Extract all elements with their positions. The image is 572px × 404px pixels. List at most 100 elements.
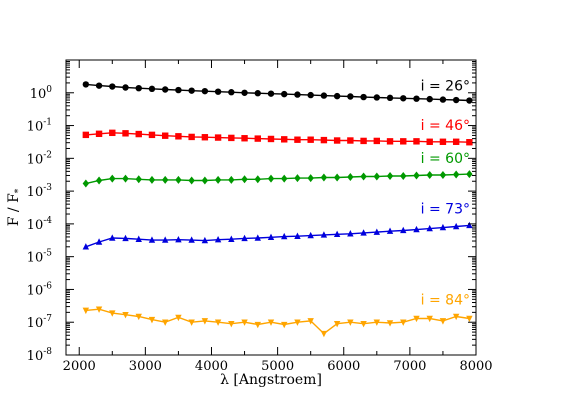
data-point [228, 89, 235, 96]
data-point [386, 138, 394, 145]
data-point [175, 314, 182, 322]
data-point [360, 172, 367, 181]
data-point [175, 175, 182, 184]
data-point [241, 135, 248, 142]
data-point [122, 234, 129, 242]
data-point [333, 230, 341, 238]
data-point [135, 130, 142, 138]
data-point [267, 135, 275, 143]
data-point [281, 321, 288, 329]
data-point [426, 171, 433, 180]
data-point [281, 232, 288, 240]
series-annotation: i = 73° [421, 201, 470, 217]
data-point [466, 315, 473, 323]
data-point [281, 174, 288, 183]
data-point [294, 136, 301, 143]
data-point [82, 243, 90, 250]
data-point [95, 238, 103, 245]
data-point [360, 137, 367, 145]
data-point [82, 179, 90, 188]
data-point [95, 82, 103, 89]
data-point [267, 90, 275, 97]
data-point [267, 319, 275, 326]
data-point [135, 175, 142, 184]
data-point [148, 316, 156, 324]
data-point [307, 318, 314, 325]
data-point [294, 174, 301, 183]
data-point [439, 96, 447, 103]
data-point [360, 321, 367, 328]
data-point [400, 95, 407, 102]
data-point [122, 174, 129, 183]
data-point [320, 173, 328, 182]
series-2 [82, 170, 473, 188]
data-point [439, 223, 447, 231]
data-point [161, 132, 169, 139]
data-point [426, 95, 433, 103]
data-point [413, 315, 420, 323]
x-tick-label: 7000 [393, 359, 426, 374]
data-point [373, 94, 381, 101]
data-point [214, 88, 222, 95]
data-point [109, 174, 116, 183]
data-point [201, 318, 209, 325]
data-point [413, 225, 420, 233]
data-point [161, 319, 169, 326]
data-point [201, 134, 209, 141]
x-tick-label: 3000 [129, 359, 162, 374]
data-point [175, 133, 182, 140]
series-1 [82, 129, 473, 146]
data-point [95, 176, 103, 185]
data-point [307, 91, 314, 99]
data-point [452, 138, 460, 145]
series-3 [82, 221, 473, 250]
data-point [466, 139, 473, 146]
data-point [413, 95, 420, 102]
data-point [400, 171, 407, 180]
data-point [254, 90, 261, 97]
y-axis-label: F / F* [6, 188, 24, 226]
data-point [82, 131, 90, 139]
data-point [400, 226, 407, 234]
data-point [320, 231, 328, 238]
data-point [82, 81, 90, 88]
data-point [95, 130, 103, 138]
data-point [294, 319, 301, 326]
data-point [95, 306, 103, 313]
series-annotation: i = 46° [421, 118, 470, 134]
data-point [214, 235, 222, 243]
x-tick-label: 2000 [63, 359, 96, 374]
y-tick-label: 10-7 [27, 314, 53, 331]
data-point [254, 135, 261, 142]
data-point [373, 228, 381, 235]
data-point [360, 229, 367, 236]
data-point [466, 170, 473, 179]
data-point [228, 175, 235, 184]
data-point [254, 175, 261, 184]
x-tick-label: 4000 [195, 359, 228, 374]
data-point [466, 221, 473, 229]
series-line [85, 173, 470, 185]
data-point [400, 319, 407, 326]
data-point [161, 236, 169, 243]
data-point [82, 307, 90, 315]
data-point [439, 318, 447, 325]
y-tick-label: 10-3 [27, 183, 53, 200]
series-line [85, 83, 470, 102]
series-line [85, 224, 470, 248]
data-point [333, 92, 341, 100]
data-point [241, 319, 248, 326]
data-point [109, 310, 116, 317]
data-point [135, 235, 142, 242]
data-point [373, 319, 381, 326]
data-point [439, 171, 447, 180]
y-tick-label: 10-1 [27, 118, 52, 135]
data-point [122, 84, 129, 91]
data-point [347, 230, 354, 237]
data-point [175, 235, 182, 243]
data-point [466, 97, 473, 104]
data-point [294, 232, 301, 239]
y-tick-label: 10-2 [27, 150, 52, 167]
